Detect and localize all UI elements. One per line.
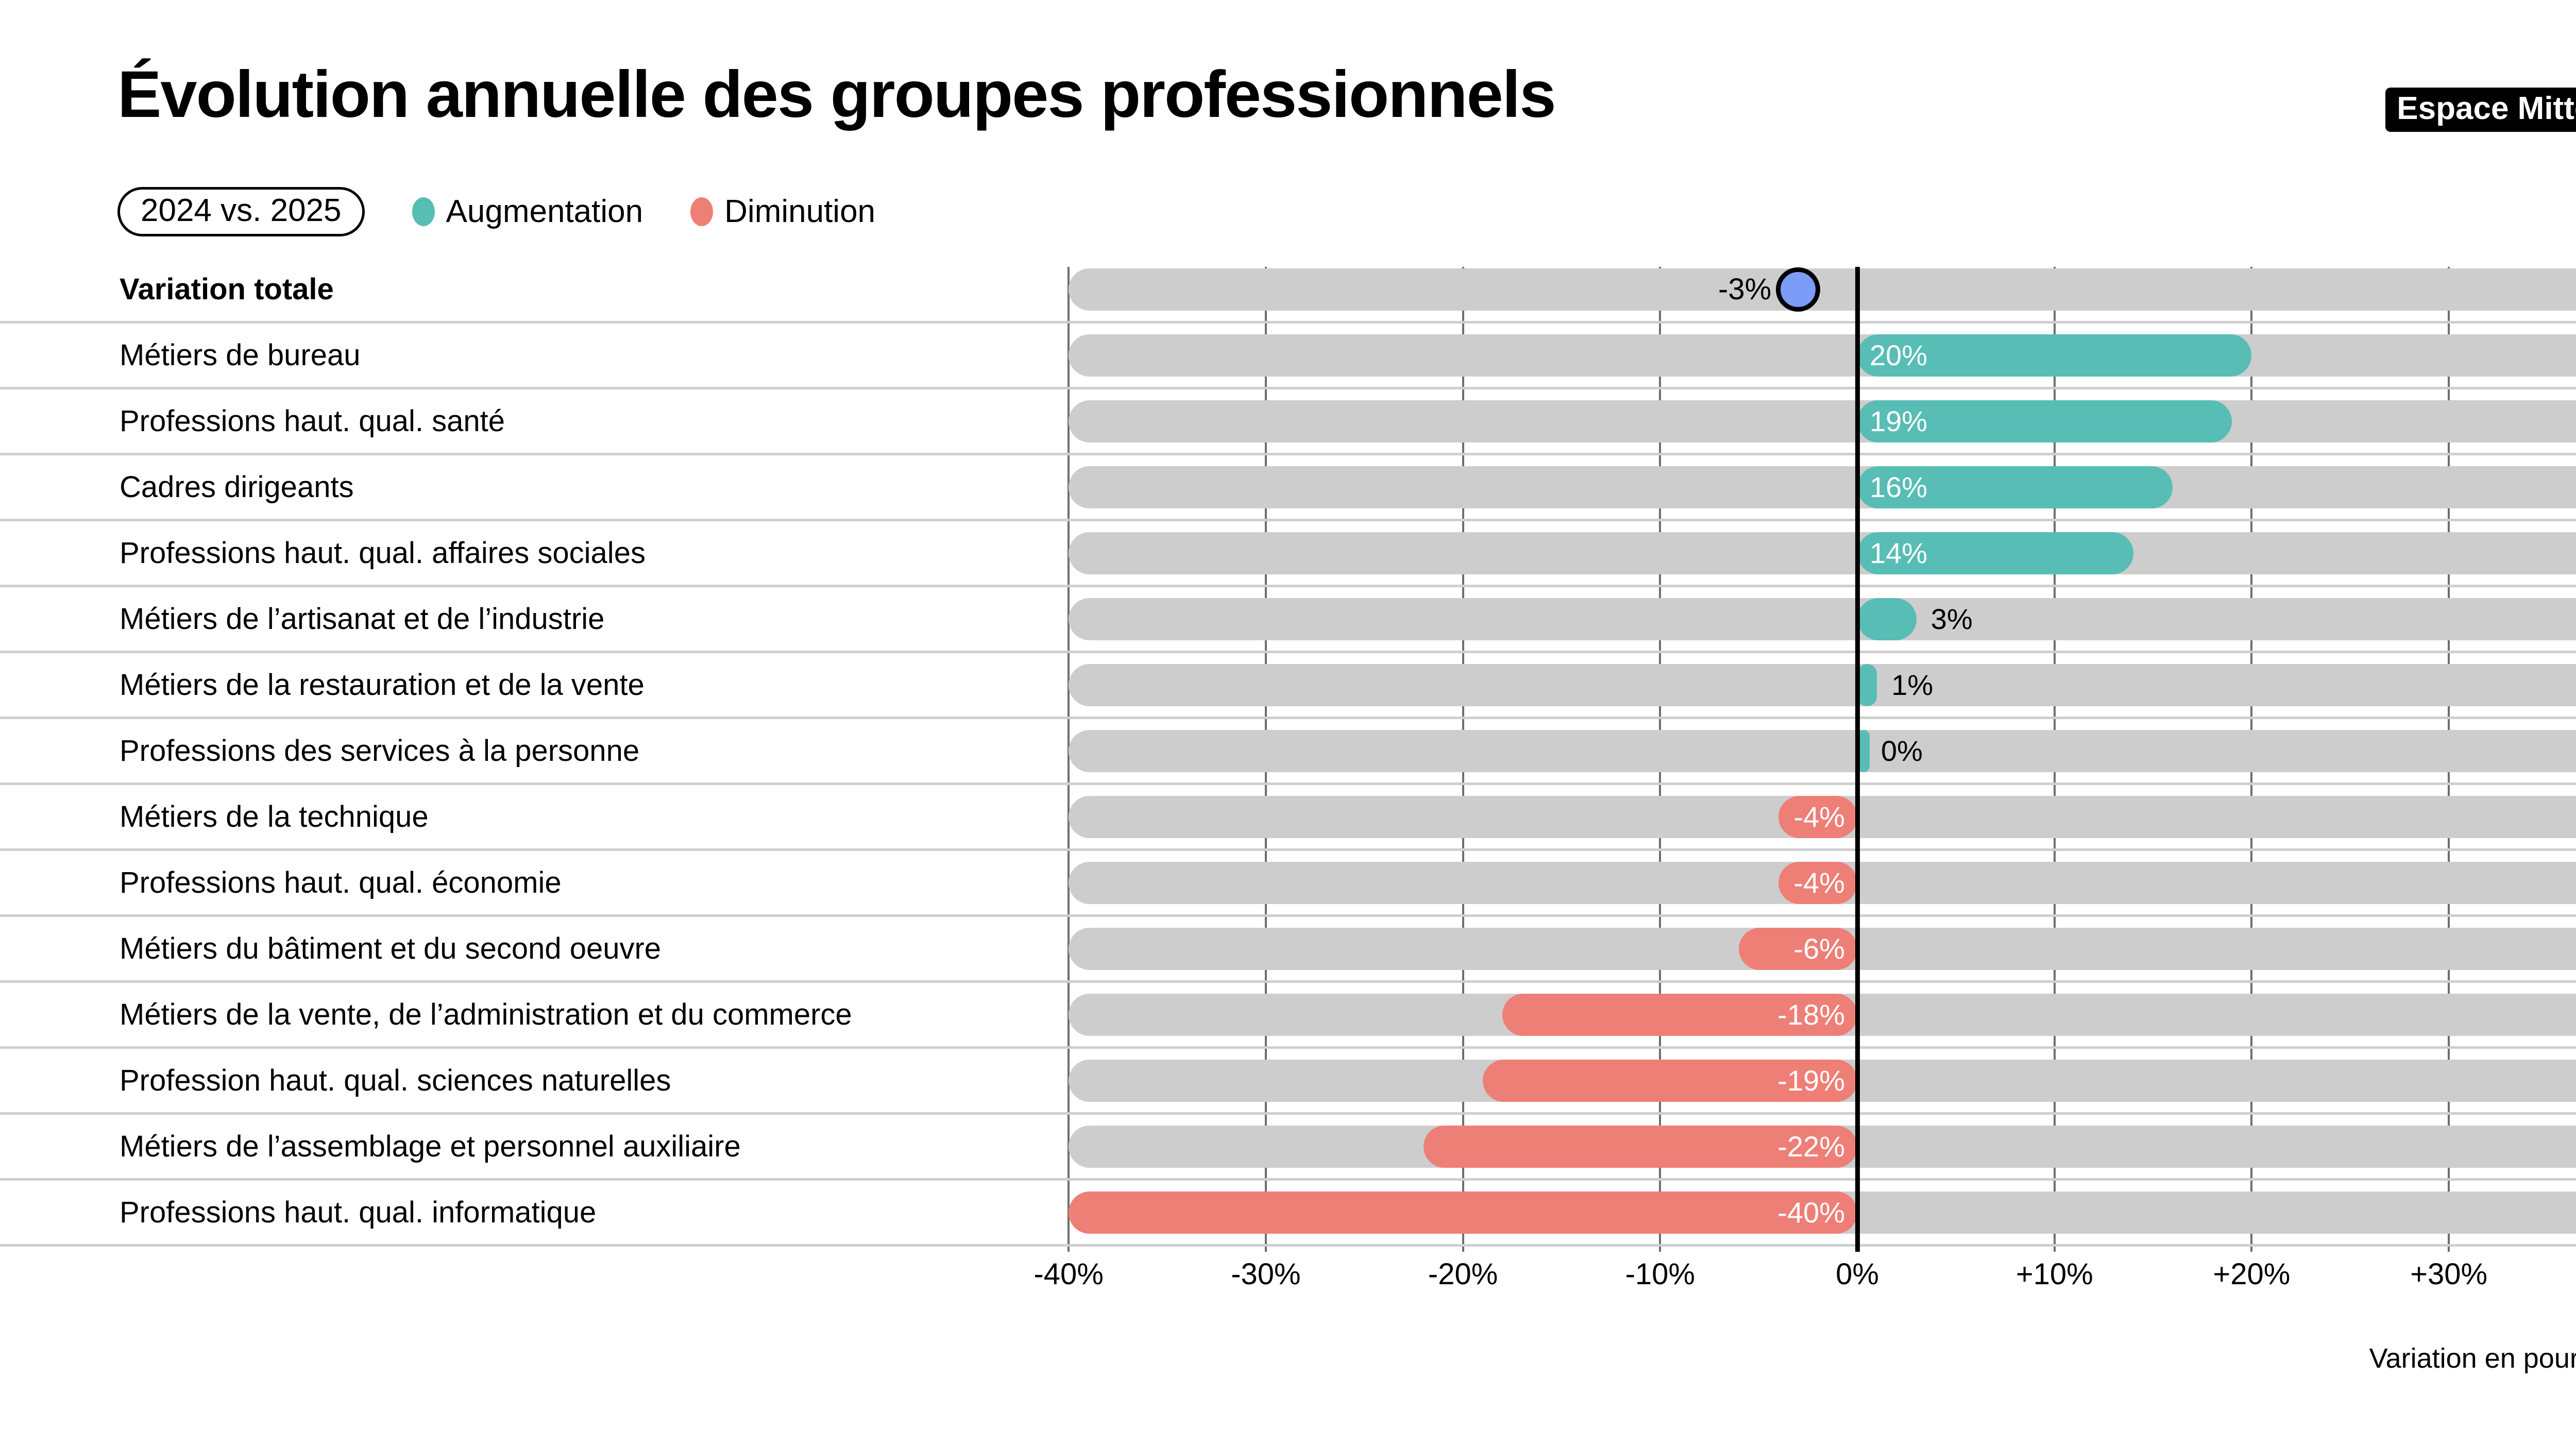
bar-track (1069, 663, 2576, 706)
row-label: Métiers du bâtiment et du second oeuvre (120, 931, 662, 965)
axis-tick-label: +10% (2015, 1257, 2093, 1291)
table-row[interactable]: Professions haut. qual. santé 19% (0, 389, 2576, 455)
row-label: Professions haut. qual. économie (120, 865, 562, 899)
row-label: Variation totale (120, 272, 334, 306)
bar-value-label: -4% (1793, 866, 1845, 899)
row-label: Métiers de la vente, de l’administration… (120, 997, 852, 1031)
chart-legend: Augmentation Diminution (412, 196, 923, 228)
table-row[interactable]: Professions des services à la personne 0% (0, 719, 2576, 785)
bar-track (1069, 268, 2576, 311)
bar-value-label: -22% (1777, 1130, 1845, 1163)
legend-dot-decrease-icon (690, 197, 714, 226)
bar-value-label: -18% (1777, 998, 1845, 1031)
row-label: Professions haut. qual. affaires sociale… (120, 536, 646, 570)
total-row[interactable]: Variation totale -3% (0, 258, 2576, 324)
row-label: Métiers de la technique (120, 799, 429, 833)
row-label: Profession haut. qual. sciences naturell… (120, 1063, 671, 1097)
period-pill: 2024 vs. 2025 (117, 187, 365, 236)
table-row[interactable]: Profession haut. qual. sciences naturell… (0, 1049, 2576, 1115)
bar-track (1069, 466, 2576, 508)
table-row[interactable]: Métiers de la technique -4% (0, 785, 2576, 851)
row-label: Professions haut. qual. santé (120, 404, 505, 438)
bar-value-label: 14% (1870, 536, 1928, 569)
legend-item-increase: Augmentation (412, 196, 643, 228)
legend-label-decrease: Diminution (724, 194, 876, 229)
bar-track (1069, 532, 2576, 574)
total-marker[interactable] (1776, 267, 1821, 312)
table-row[interactable]: Professions haut. qual. affaires sociale… (0, 521, 2576, 587)
axis-tick-label: -30% (1231, 1257, 1301, 1291)
row-label: Professions haut. qual. informatique (120, 1195, 597, 1229)
bar-value-label: 1% (1891, 668, 1934, 701)
bar-increase[interactable] (1857, 663, 1877, 706)
table-row[interactable]: Métiers de bureau 20% (0, 324, 2576, 389)
bar-track (1069, 598, 2576, 640)
subtitle-row: 2024 vs. 2025 Augmentation Diminution (117, 183, 923, 241)
bar-value-label: -4% (1793, 800, 1845, 833)
bar-value-label: -40% (1777, 1196, 1845, 1229)
row-label: Cadres dirigeants (120, 470, 354, 504)
page-title: Évolution annuelle des groupes professio… (117, 58, 1556, 131)
chart-header: Évolution annuelle des groupes professio… (0, 0, 2576, 242)
region-badge: Espace Mittelland (2385, 88, 2576, 132)
bar-value-label: -19% (1777, 1064, 1845, 1097)
table-row[interactable]: Métiers de l’artisanat et de l’industrie… (0, 587, 2576, 653)
table-row[interactable]: Métiers de la restauration et de la vent… (0, 653, 2576, 719)
bar-increase[interactable]: 16% (1857, 466, 2173, 508)
axis-tick-label: -20% (1428, 1257, 1498, 1291)
bar-decrease[interactable]: -19% (1482, 1059, 1857, 1102)
table-row[interactable]: Professions haut. qual. économie -4% (0, 851, 2576, 917)
bar-decrease[interactable]: -6% (1739, 927, 1857, 970)
row-label: Métiers de bureau (120, 338, 361, 372)
bar-value-label: 0% (1881, 734, 1923, 767)
bar-value-label: 20% (1870, 338, 1928, 371)
total-value-label: -3% (1718, 272, 1772, 306)
table-row[interactable]: Cadres dirigeants 16% (0, 455, 2576, 521)
bar-decrease[interactable]: -22% (1423, 1125, 1857, 1168)
bar-track (1069, 400, 2576, 442)
legend-dot-increase-icon (412, 197, 435, 226)
chart-rows: Variation totale -3% Métiers de bureau 20% P… (0, 258, 2576, 1247)
bar-chart: Variation totale -3% Métiers de bureau 20% P… (0, 258, 2576, 1372)
row-label: Métiers de la restauration et de la vent… (120, 668, 645, 702)
table-row[interactable]: Métiers de la vente, de l’administration… (0, 983, 2576, 1049)
axis-tick-label: +20% (2213, 1257, 2291, 1291)
bar-increase[interactable] (1857, 729, 1870, 772)
bar-decrease[interactable]: -4% (1778, 795, 1857, 838)
axis-tick-label: -10% (1625, 1257, 1695, 1291)
bar-increase[interactable]: 20% (1857, 334, 2252, 377)
table-row[interactable]: Professions haut. qual. informatique -40% (0, 1181, 2576, 1247)
row-label: Métiers de l’artisanat et de l’industrie (120, 602, 605, 636)
axis-tick-label: +30% (2410, 1257, 2488, 1291)
x-axis: -40%-30%-20%-10%0%+10%+20%+30%+40% (0, 1259, 2576, 1316)
legend-item-decrease: Diminution (690, 196, 875, 228)
bar-increase[interactable] (1857, 598, 1917, 640)
bar-value-label: 3% (1930, 602, 1973, 635)
table-row[interactable]: Métiers de l’assemblage et personnel aux… (0, 1115, 2576, 1181)
row-label: Professions des services à la personne (120, 734, 640, 768)
bar-increase[interactable]: 19% (1857, 400, 2232, 442)
bar-decrease[interactable]: -4% (1778, 861, 1857, 904)
table-row[interactable]: Métiers du bâtiment et du second oeuvre -… (0, 917, 2576, 983)
bar-track (1069, 729, 2576, 772)
row-label: Métiers de l’assemblage et personnel aux… (120, 1129, 741, 1163)
bar-value-label: 19% (1870, 404, 1928, 437)
axis-tick-label: 0% (1836, 1257, 1879, 1291)
bar-decrease[interactable]: -40% (1069, 1191, 1857, 1234)
bar-track (1069, 334, 2576, 377)
legend-label-increase: Augmentation (446, 194, 643, 229)
bar-decrease[interactable]: -18% (1502, 993, 1857, 1036)
bar-value-label: -6% (1793, 932, 1845, 965)
axis-tick-label: -40% (1033, 1257, 1104, 1291)
axis-caption: Variation en pourcentage (2369, 1343, 2576, 1374)
bar-value-label: 16% (1870, 470, 1928, 503)
bar-increase[interactable]: 14% (1857, 532, 2133, 574)
